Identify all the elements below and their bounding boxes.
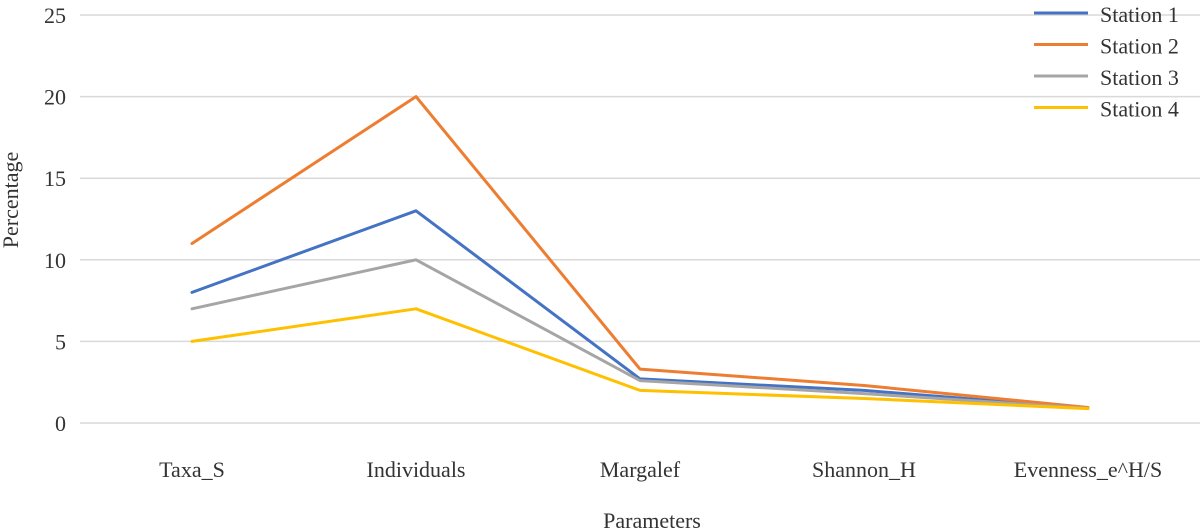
series-line-station-1 bbox=[190, 209, 1090, 410]
y-tick-label: 10 bbox=[44, 248, 66, 273]
y-tick-label: 25 bbox=[44, 3, 66, 28]
y-axis-title: Percentage bbox=[0, 152, 23, 249]
x-tick-label: Margalef bbox=[600, 457, 681, 482]
series-line-station-4 bbox=[190, 307, 1090, 411]
x-axis-title: Parameters bbox=[603, 508, 701, 531]
x-tick-label: Taxa_S bbox=[159, 457, 225, 482]
y-tick-label: 15 bbox=[44, 166, 66, 191]
series-line-station-3 bbox=[190, 258, 1090, 410]
legend: Station 1 Station 2 Station 3 Station 4 bbox=[1034, 2, 1179, 122]
x-tick-label: Individuals bbox=[367, 457, 466, 482]
y-tick-label: 20 bbox=[44, 85, 66, 110]
legend-label-station-2: Station 2 bbox=[1100, 34, 1179, 59]
legend-label-station-3: Station 3 bbox=[1100, 65, 1179, 90]
y-tick-label: 5 bbox=[55, 329, 66, 354]
x-tick-label: Evenness_e^H/S bbox=[1014, 457, 1162, 482]
legend-label-station-4: Station 4 bbox=[1100, 97, 1179, 122]
series-line-station-2 bbox=[190, 95, 1090, 409]
legend-label-station-1: Station 1 bbox=[1100, 2, 1179, 27]
x-tick-label: Shannon_H bbox=[812, 457, 916, 482]
y-axis-ticks: 0 5 10 15 20 25 bbox=[44, 3, 66, 436]
x-axis-ticks: Taxa_S Individuals Margalef Shannon_H Evenne… bbox=[159, 457, 1162, 482]
series-lines bbox=[190, 95, 1090, 411]
gridlines bbox=[80, 14, 1200, 424]
y-tick-label: 0 bbox=[55, 411, 66, 436]
